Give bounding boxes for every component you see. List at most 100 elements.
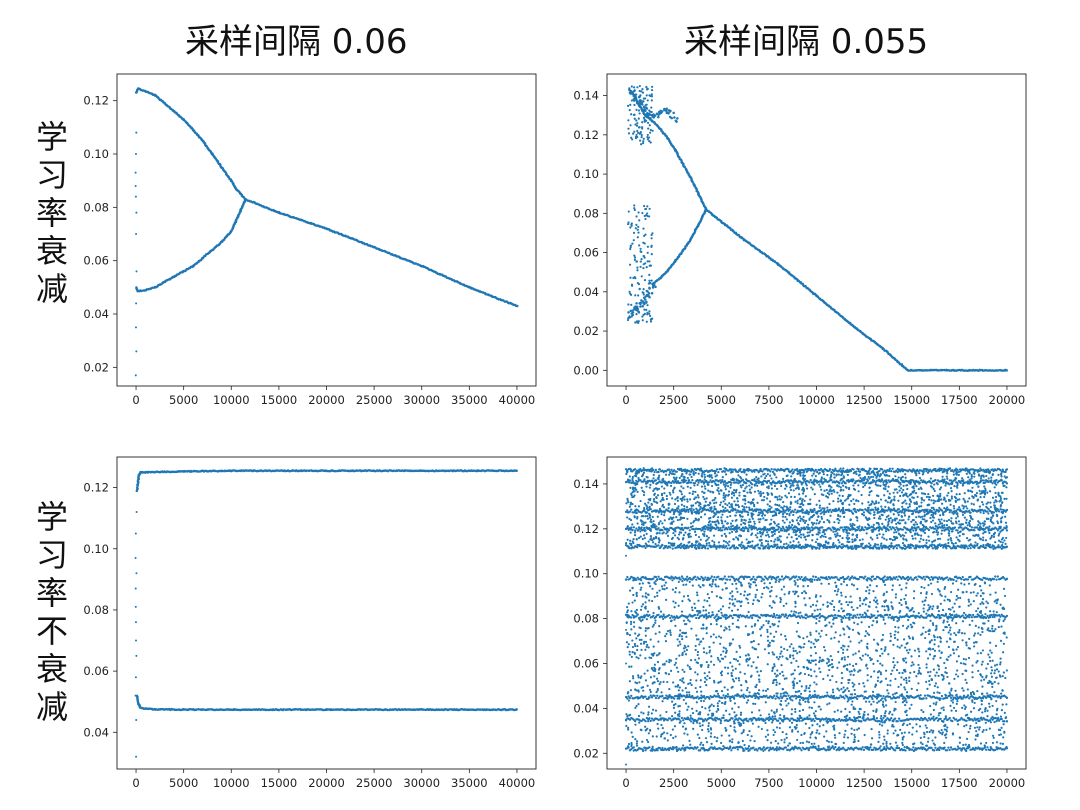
band-0-point [776,496,779,499]
band-0-point [723,532,726,536]
band-0-point [920,534,923,537]
scatter-cloud-point [627,303,630,306]
band-0-point [665,494,668,498]
band-0-point [975,533,978,537]
scatter-cloud-point [635,260,638,263]
band-1-point [884,622,887,625]
band-0-point [896,491,899,494]
band-0-point [930,520,933,524]
band-1-point [738,663,741,666]
scatter-point-2 [135,654,138,657]
band-0-point [818,506,821,509]
scatter-cloud-point [642,97,645,100]
scatter-cloud-point [642,293,645,296]
scatter-cloud-point [645,320,648,323]
band-0-point [686,498,689,501]
band-0-point [1000,475,1003,478]
row-label-top: 学习率衰减 [35,118,68,308]
band-0-point [973,475,976,478]
band-0-point [693,519,696,523]
band-0-point [943,524,946,527]
band-0-point [886,490,889,493]
band-0-point [959,523,962,527]
band-0-point [778,538,781,541]
band-0-point [636,490,639,493]
band-0-point [847,532,851,535]
scatter-cloud-point [635,93,638,96]
band-0-point [982,503,985,506]
scatter-cloud-point [640,135,643,139]
band-0-point [866,472,869,475]
scatter-cloud-point [650,99,653,102]
x-tick-label: 10000 [798,393,835,407]
series-2-point [1005,369,1008,372]
band-0-point [937,523,940,526]
band-0-point [954,520,958,523]
band-0-point [893,531,896,534]
band-0-point [796,502,799,505]
band-0-point [911,537,914,540]
band-0-point [796,522,800,525]
band-0-point [703,491,706,495]
band-0-point [872,475,875,478]
band-0-point [916,495,919,499]
band-0-point [645,485,648,488]
x-tick-label: 15000 [893,393,930,407]
band-0-point [837,500,840,503]
series-1-point [151,286,154,289]
band-0-point [667,503,670,506]
band-0-point [863,484,867,487]
band-0-point [961,523,965,526]
scatter-cloud-point [636,122,639,125]
scatter-cloud-point [638,89,641,93]
x-tick-label: 20000 [308,776,345,790]
band-0-point [834,535,837,538]
band-0-point [929,477,932,480]
band-0-point [837,473,840,476]
band-0-point [722,494,725,497]
band-1-point [986,709,989,712]
band-0-point [699,503,702,506]
band-0-point [988,525,991,528]
band-0-point [778,535,781,538]
scatter-cloud-point [628,108,631,112]
scatter-cloud-point [647,127,650,130]
band-1-point [813,670,816,673]
band-0-point [629,531,632,534]
band-0-point [904,473,907,476]
band-0-point [658,539,661,542]
band-0-point [678,476,681,480]
band-0-point [642,521,645,524]
band-0-point [756,536,759,539]
series-4-point [645,300,648,304]
band-0-point [958,530,961,534]
scatter-point-2 [134,605,137,608]
band-0-point [819,485,822,488]
band-0-point [682,534,686,537]
band-0-point [826,495,829,499]
band-0-point [628,517,631,520]
band-0-point [707,521,711,524]
band-0-point [761,533,764,536]
band-0-point [804,538,807,541]
band-0-point [690,475,693,479]
band-0-point [678,531,682,534]
scatter-cloud-point [634,321,637,324]
band-0-point [655,487,659,490]
band-0-point [754,534,757,537]
band-0-point [724,502,727,505]
x-tick-label: 20000 [308,393,345,407]
band-0-point [910,492,913,496]
band-0-point [650,502,653,506]
band-0-point [869,536,872,539]
band-0-point [916,532,919,535]
band-0-point [658,532,661,535]
band-0-point [807,502,810,506]
band-0-point [981,474,984,477]
band-0-point [714,496,717,500]
band-1-point [671,579,674,582]
scatter-cloud-point [642,140,645,143]
band-0-point [901,475,904,478]
band-0-point [705,497,708,500]
band-0-point [672,491,675,494]
